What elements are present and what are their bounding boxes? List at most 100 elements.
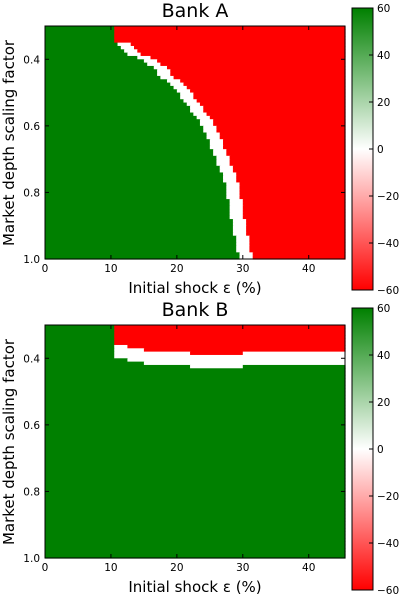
heatmap-cell-run bbox=[45, 454, 346, 459]
heatmap-cell-run bbox=[232, 225, 247, 230]
heatmap-cell-run bbox=[249, 249, 346, 253]
heatmap-cell-run bbox=[219, 135, 346, 140]
heatmap-cell-run bbox=[45, 331, 115, 336]
heatmap-cell-run bbox=[45, 478, 346, 483]
heatmap-cell-run bbox=[249, 235, 346, 240]
heatmap-cell-run bbox=[45, 461, 346, 466]
heatmap-cell-run bbox=[45, 544, 346, 549]
heatmap-cell-run bbox=[45, 189, 227, 194]
heatmap-cell-run bbox=[45, 115, 198, 120]
heatmap-cell-run bbox=[45, 391, 346, 396]
heatmap-cell-run bbox=[45, 162, 218, 167]
heatmap-cell-run bbox=[223, 172, 237, 177]
heatmap-cell-run bbox=[239, 192, 346, 197]
heatmap-cell-run bbox=[45, 35, 115, 40]
heatmap-cell-run bbox=[45, 89, 178, 94]
heatmap-cell-run bbox=[114, 29, 346, 34]
heatmap-cell-run bbox=[45, 491, 346, 496]
heatmap-cell-run bbox=[219, 132, 346, 137]
heatmap-cell-run bbox=[130, 42, 346, 47]
x-tick-label: 30 bbox=[236, 562, 249, 574]
heatmap-cell-run bbox=[120, 45, 135, 50]
colorbar-tick-label: −60 bbox=[377, 585, 399, 597]
heatmap-cell-run bbox=[45, 381, 346, 386]
heatmap-cell-run bbox=[232, 169, 346, 174]
plot-frame-bank-a bbox=[44, 25, 346, 260]
heatmap-cell-run bbox=[232, 165, 346, 170]
heatmap-cell-run bbox=[45, 554, 346, 559]
heatmap-cell-run bbox=[45, 215, 231, 220]
heatmap-cell-run bbox=[45, 418, 346, 423]
heatmap-cell-run bbox=[236, 239, 250, 243]
heatmap-cell-run bbox=[114, 26, 346, 30]
heatmap-cell-run bbox=[45, 344, 115, 349]
colorbar-tick-label: 20 bbox=[377, 97, 390, 109]
heatmap-cell-run bbox=[45, 202, 231, 207]
x-tick-label: 10 bbox=[104, 562, 117, 574]
heatmap-cell-run bbox=[206, 132, 221, 137]
heatmap-cell-run bbox=[190, 89, 346, 94]
heatmap-cell-run bbox=[45, 534, 346, 539]
heatmap-cell-run bbox=[127, 358, 346, 363]
heatmap-cell-run bbox=[203, 129, 218, 134]
heatmap-cell-run bbox=[45, 358, 129, 363]
x-tick-label: 20 bbox=[170, 263, 183, 275]
heatmap-cell-run bbox=[239, 182, 346, 187]
heatmap-cell-run bbox=[45, 388, 346, 393]
heatmap-cell-run bbox=[229, 199, 244, 204]
heatmap-cell-run bbox=[203, 125, 218, 130]
heatmap-cell-run bbox=[45, 245, 237, 250]
heatmap-cell-run bbox=[236, 172, 346, 177]
heatmap-cell-run bbox=[173, 75, 346, 80]
chart-title-bank-a: Bank A bbox=[162, 0, 229, 22]
x-tick-label: 0 bbox=[42, 562, 49, 574]
heatmap-cell-run bbox=[223, 139, 346, 144]
colorbar-tick-label: 60 bbox=[377, 3, 390, 15]
heatmap-cell-run bbox=[45, 488, 346, 493]
heatmap-cell-run bbox=[114, 35, 346, 40]
heatmap-cell-run bbox=[45, 59, 145, 64]
y-axis-label-bank-a: Market depth scaling factor bbox=[0, 39, 18, 246]
heatmap-cell-run bbox=[170, 82, 185, 87]
heatmap-cell-run bbox=[114, 334, 346, 339]
heatmap-cell-run bbox=[45, 199, 231, 204]
heatmap-cell-run bbox=[45, 82, 171, 87]
heatmap-cell-run bbox=[45, 225, 234, 230]
colorbar-bank-b: 60 40 20 0 −20 −40 −60 bbox=[351, 303, 399, 597]
heatmap-cell-run bbox=[45, 222, 234, 227]
heatmap-cell-run bbox=[45, 484, 346, 489]
heatmap-cell-run bbox=[45, 398, 346, 403]
heatmap-cell-run bbox=[45, 62, 148, 67]
colorbar-bank-a: 60 40 20 0 −20 −40 −60 bbox=[351, 3, 399, 297]
heatmap-cell-run bbox=[45, 348, 115, 353]
heatmap-cell-run bbox=[223, 142, 346, 147]
heatmap-cell-run bbox=[45, 79, 168, 84]
heatmap-cell-run bbox=[239, 185, 346, 190]
heatmap-cell-run bbox=[45, 92, 181, 97]
heatmap-cell-run bbox=[176, 89, 191, 94]
heatmap-cell-run bbox=[45, 508, 346, 512]
heatmap-cell-run bbox=[236, 249, 250, 253]
heatmap-cell-run bbox=[232, 222, 247, 227]
heatmap-cell-run bbox=[216, 162, 231, 167]
heatmap-cell-run bbox=[45, 255, 241, 260]
heatmap-cell-run bbox=[45, 32, 115, 37]
heatmap-cell-run bbox=[45, 334, 115, 339]
heatmap-cell-run bbox=[45, 102, 188, 107]
heatmap-cell-run bbox=[45, 501, 346, 506]
heatmap-cell-run bbox=[45, 229, 234, 233]
colorbar-tick-label: 0 bbox=[377, 144, 384, 156]
heatmap-cell-run bbox=[239, 252, 254, 257]
heatmap-cell-run bbox=[45, 374, 346, 379]
heatmap-cell-run bbox=[190, 105, 204, 110]
heatmap-cell-run bbox=[45, 49, 125, 54]
heatmap-cell-run bbox=[199, 122, 214, 127]
heatmap-cell-run bbox=[114, 341, 346, 346]
colorbar-tick-label: 60 bbox=[377, 303, 390, 315]
heatmap-cell-run bbox=[45, 95, 181, 100]
heatmap-cell-run bbox=[45, 408, 346, 413]
heatmap-cell-run bbox=[246, 219, 346, 223]
heatmap-cell-run bbox=[226, 195, 241, 200]
heatmap-cell-run bbox=[45, 135, 208, 140]
